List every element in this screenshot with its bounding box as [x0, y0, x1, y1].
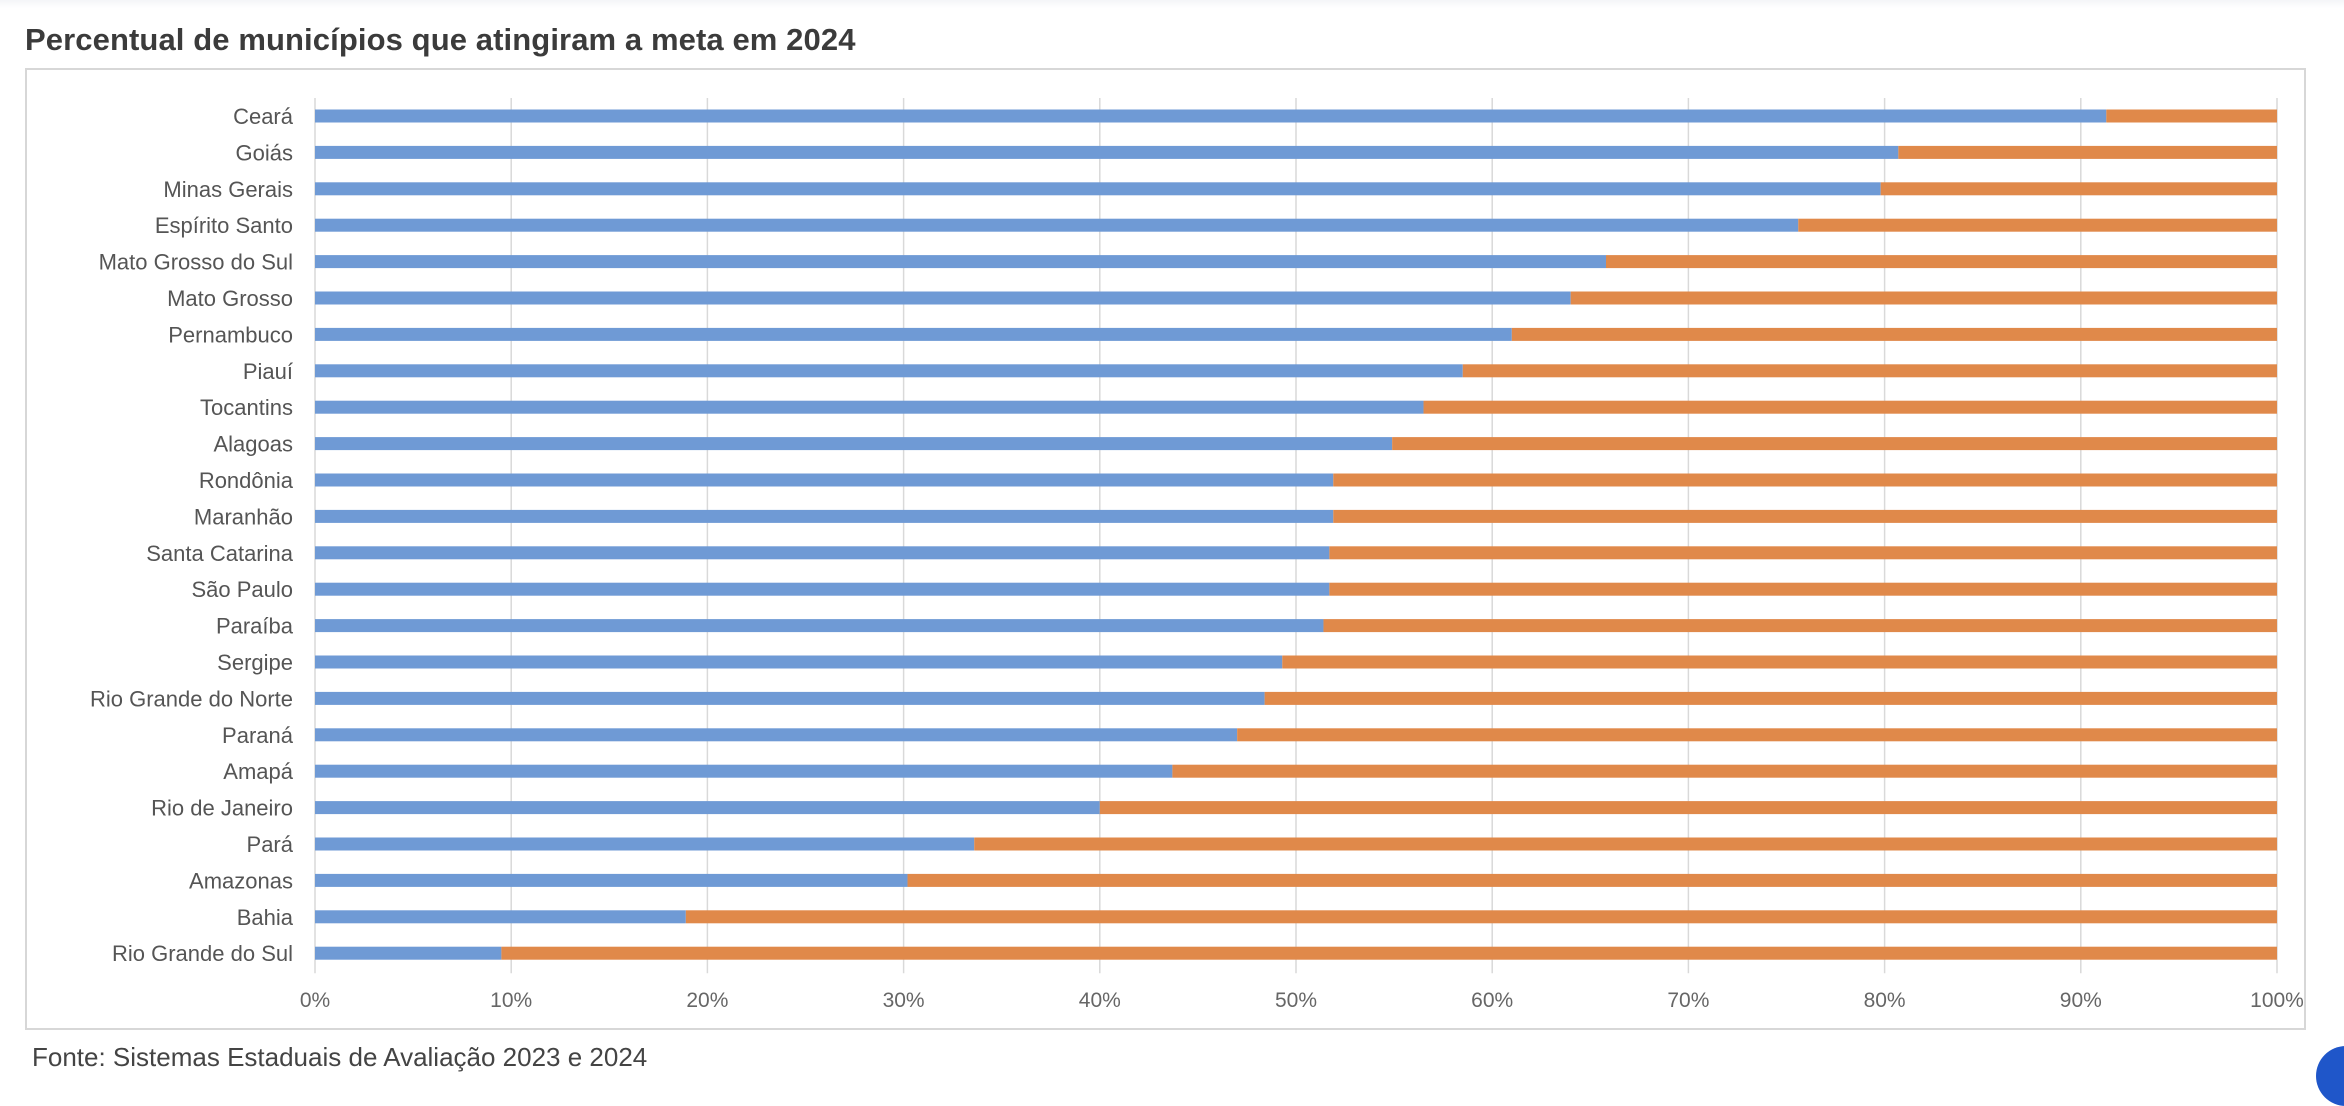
category-label: Santa Catarina: [146, 541, 294, 566]
chart-frame: 0% 10% 20% 30% 40% 50% 60% 70% 80% 90% 100% Ceará Go…: [25, 68, 2306, 1030]
category-label: Goiás: [236, 140, 293, 165]
category-label: Amapá: [223, 759, 293, 784]
bar-not-met-10: [1333, 473, 2277, 487]
x-tick-label: 70%: [1667, 989, 1709, 1012]
bar-not-met-21: [907, 873, 2278, 887]
category-label: Alagoas: [213, 432, 293, 457]
bar-met-23: [315, 946, 502, 960]
source-note: Fonte: Sistemas Estaduais de Avaliação 2…: [32, 1042, 648, 1072]
x-tick-label: 10%: [490, 989, 532, 1012]
x-tick-label: 0%: [300, 989, 330, 1012]
bar-not-met-12: [1329, 546, 2277, 560]
category-label: Rondônia: [199, 468, 294, 493]
bar-not-met-20: [974, 837, 2278, 851]
bar-met-7: [315, 364, 1463, 378]
bar-not-met-4: [1605, 255, 2277, 269]
bar-not-met-5: [1570, 291, 2277, 305]
category-label: Bahia: [237, 905, 294, 930]
bar-met-22: [315, 910, 686, 924]
bar-not-met-3: [1798, 218, 2277, 232]
x-tick-label: 80%: [1864, 989, 1906, 1012]
category-label: Rio Grande do Norte: [90, 686, 293, 711]
corner-logo-mark: [2316, 1046, 2344, 1106]
bar-met-15: [315, 655, 1283, 669]
x-tick-label: 60%: [1471, 989, 1513, 1012]
category-label: São Paulo: [191, 577, 293, 602]
category-label: Espírito Santo: [155, 213, 293, 238]
x-tick-label: 20%: [686, 989, 728, 1012]
category-label: Rio de Janeiro: [151, 796, 293, 821]
category-label: Sergipe: [217, 650, 293, 675]
bar-not-met-15: [1282, 655, 2277, 669]
bar-met-2: [315, 182, 1881, 196]
bar-met-17: [315, 728, 1238, 742]
bar-not-met-0: [2106, 109, 2277, 123]
bar-met-14: [315, 619, 1324, 633]
bar-met-11: [315, 509, 1334, 523]
bar-not-met-14: [1323, 619, 2277, 633]
bar-not-met-16: [1264, 691, 2277, 705]
bar-met-8: [315, 400, 1424, 414]
bar-met-10: [315, 473, 1334, 487]
category-label: Paraná: [222, 723, 294, 748]
bar-met-6: [315, 327, 1512, 341]
bar-not-met-6: [1511, 327, 2277, 341]
x-tick-label: 90%: [2060, 989, 2102, 1012]
bar-not-met-2: [1880, 182, 2277, 196]
category-label: Minas Gerais: [163, 177, 293, 202]
bar-met-18: [315, 764, 1173, 778]
bar-met-5: [315, 291, 1571, 305]
bar-met-13: [315, 582, 1330, 596]
bar-not-met-22: [685, 910, 2277, 924]
x-tick-label: 30%: [883, 989, 925, 1012]
category-label: Pernambuco: [168, 322, 293, 347]
category-label: Mato Grosso: [167, 286, 293, 311]
bar-met-20: [315, 837, 975, 851]
bar-not-met-1: [1898, 145, 2277, 159]
category-label: Tocantins: [200, 395, 293, 420]
bar-not-met-13: [1329, 582, 2277, 596]
bar-not-met-8: [1423, 400, 2277, 414]
category-label: Paraíba: [216, 614, 294, 639]
bar-not-met-11: [1333, 509, 2277, 523]
bar-not-met-23: [501, 946, 2277, 960]
bar-not-met-9: [1392, 437, 2277, 451]
category-label: Maranhão: [194, 504, 293, 529]
bar-chart: 0% 10% 20% 30% 40% 50% 60% 70% 80% 90% 100% Ceará Go…: [90, 98, 2304, 1012]
top-rule: [0, 0, 2344, 8]
chart-title: Percentual de municípios que atingiram a…: [25, 22, 856, 57]
category-label: Rio Grande do Sul: [112, 941, 293, 966]
category-label: Pará: [247, 832, 294, 857]
bar-met-4: [315, 255, 1606, 269]
category-label: Mato Grosso do Sul: [99, 250, 293, 275]
bar-not-met-7: [1462, 364, 2277, 378]
x-tick-label: 50%: [1275, 989, 1317, 1012]
category-label: Piauí: [243, 359, 293, 384]
bar-not-met-17: [1237, 728, 2277, 742]
x-tick-label: 100%: [2250, 989, 2304, 1012]
bar-met-16: [315, 691, 1265, 705]
bar-not-met-19: [1099, 801, 2277, 815]
bar-met-12: [315, 546, 1330, 560]
bar-met-19: [315, 801, 1100, 815]
bar-not-met-18: [1172, 764, 2277, 778]
bar-met-9: [315, 437, 1393, 451]
category-label: Amazonas: [189, 868, 293, 893]
bar-met-0: [315, 109, 2107, 123]
bar-met-1: [315, 145, 1899, 159]
bar-met-21: [315, 873, 908, 887]
x-tick-label: 40%: [1079, 989, 1121, 1012]
bar-met-3: [315, 218, 1799, 232]
category-label: Ceará: [233, 104, 294, 129]
